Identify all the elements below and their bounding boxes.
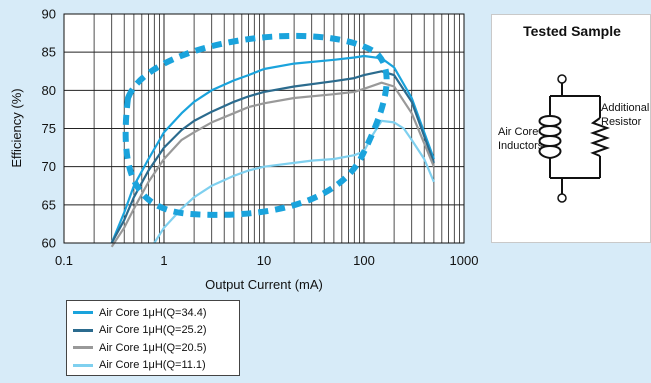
legend-item: Air Core 1μH(Q=20.5)	[73, 339, 233, 357]
x-axis-title: Output Current (mA)	[205, 277, 323, 292]
series-line-2	[110, 70, 435, 244]
inductor-label: Air Core Inductors	[498, 126, 544, 152]
y-tick-label: 70	[42, 159, 56, 174]
grid	[64, 14, 464, 243]
legend-item: Air Core 1μH(Q=11.1)	[73, 357, 233, 375]
x-tick-label: 100	[353, 253, 375, 268]
legend-label: Air Core 1μH(Q=20.5)	[99, 341, 207, 354]
x-tick-label: 10	[257, 253, 271, 268]
y-tick-label: 85	[42, 45, 56, 60]
legend-swatch	[73, 363, 93, 367]
resistor-label: Additional Resistor	[601, 102, 650, 128]
y-tick-label: 60	[42, 236, 56, 251]
x-tick-label: 1	[160, 253, 167, 268]
terminal-bottom	[557, 193, 567, 203]
series-line-3	[110, 81, 435, 248]
x-tick-label: 1000	[450, 253, 479, 268]
circuit-wires	[549, 83, 601, 194]
legend-swatch	[73, 346, 93, 350]
series-line-4	[153, 119, 435, 244]
plot-border	[63, 13, 465, 244]
y-tick-label: 75	[42, 121, 56, 136]
x-tick-label: 0.1	[55, 253, 73, 268]
axis-ticks: 0.1 1 10 100 1000 60 65 70 75 80 85 90	[42, 7, 479, 269]
resistor-zigzag	[590, 117, 610, 157]
sample-title: Tested Sample	[523, 23, 621, 39]
y-tick-label: 65	[42, 197, 56, 212]
efficiency-chart: 0.1 1 10 100 1000 60 65 70 75 80 85 90 Output Curre…	[9, 7, 479, 293]
legend-item: Air Core 1μH(Q=34.4)	[73, 304, 233, 322]
legend-swatch	[73, 311, 93, 315]
y-axis-title: Efficiency (%)	[9, 88, 24, 167]
y-tick-label: 80	[42, 83, 56, 98]
legend-swatch	[73, 328, 93, 332]
legend-item: Air Core 1μH(Q=25.2)	[73, 322, 233, 340]
plot-area	[110, 54, 435, 248]
legend: Air Core 1μH(Q=34.4) Air Core 1μH(Q=25.2…	[66, 300, 240, 376]
inductor-coil	[538, 115, 562, 160]
terminal-top	[557, 74, 567, 84]
legend-label: Air Core 1μH(Q=25.2)	[99, 324, 207, 337]
legend-label: Air Core 1μH(Q=34.4)	[99, 306, 207, 319]
y-tick-label: 90	[42, 7, 56, 22]
legend-label: Air Core 1μH(Q=11.1)	[99, 359, 206, 372]
tested-sample-panel: Tested Sample Air Core Inductors Additio…	[491, 14, 651, 243]
circuit-diagram	[538, 74, 610, 203]
